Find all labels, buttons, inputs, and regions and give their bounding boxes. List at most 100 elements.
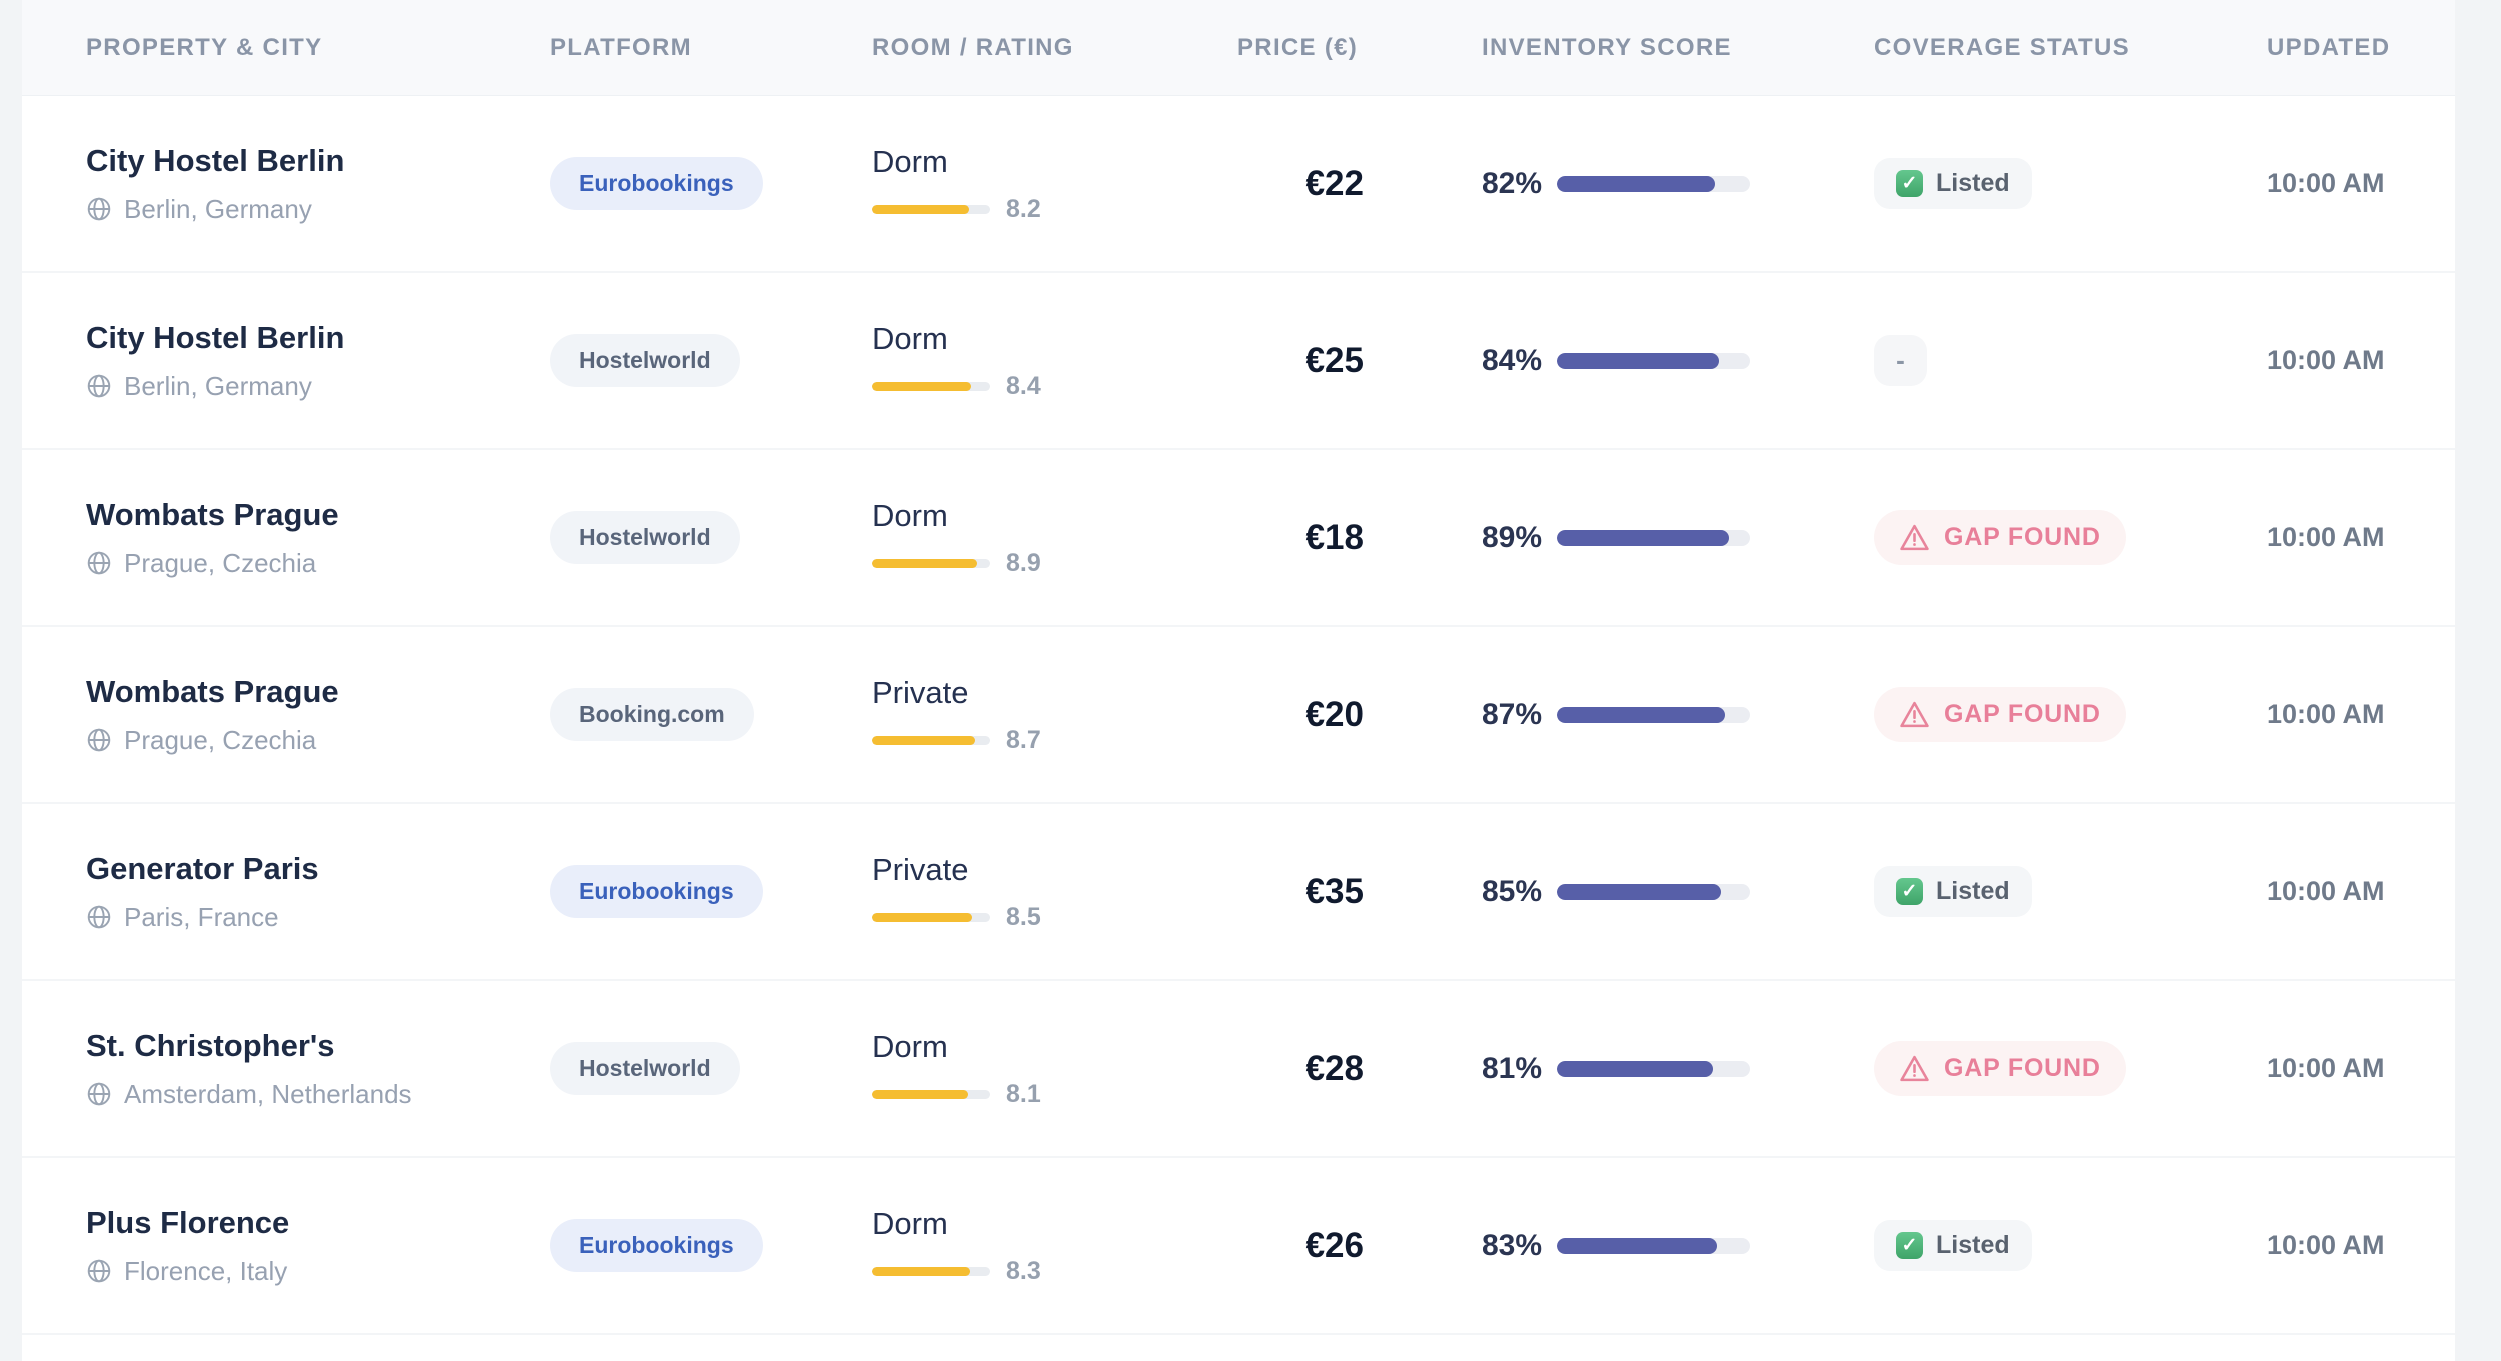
- status-label: GAP FOUND: [1944, 700, 2101, 728]
- inventory-bar-fill: [1557, 352, 1720, 369]
- rating-value: 8.4: [1006, 371, 1041, 400]
- property-cell: Wombats Prague Prague, Czechia: [86, 674, 550, 756]
- status-badge-gap-found: GAP FOUND: [1874, 1041, 2126, 1096]
- coverage-status-cell: -: [1874, 335, 2267, 386]
- inventory-bar: [1557, 1237, 1750, 1254]
- col-header-room-rating: ROOM / RATING: [872, 33, 1074, 61]
- property-location: Florence, Italy: [86, 1256, 550, 1287]
- col-header-property-city: PROPERTY & CITY: [86, 33, 323, 61]
- room-type: Dorm: [872, 497, 948, 533]
- inventory-score-cell: 81%: [1482, 1052, 1874, 1086]
- status-badge-gap-found: GAP FOUND: [1874, 510, 2126, 565]
- platform-badge: Booking.com: [550, 688, 754, 741]
- rating-line: 8.3: [872, 1257, 1237, 1286]
- price-value: €25: [1305, 340, 1364, 380]
- room-type: Private: [872, 674, 969, 710]
- platform-badge: Eurobookings: [550, 1219, 763, 1272]
- updated-time: 10:00 AM: [2267, 699, 2385, 729]
- inventory-score-cell: 84%: [1482, 344, 1874, 378]
- warning-icon: [1900, 524, 1929, 551]
- updated-time: 10:00 AM: [2267, 345, 2385, 375]
- status-badge-none: -: [1874, 335, 1927, 386]
- table-body: City Hostel Berlin Berlin, Germany Eurob…: [22, 96, 2455, 1335]
- price-value: €22: [1305, 163, 1364, 203]
- status-label: Listed: [1936, 877, 2010, 905]
- status-label: Listed: [1936, 1231, 2010, 1259]
- property-name: City Hostel Berlin: [86, 142, 345, 178]
- inventory-percent: 81%: [1482, 1051, 1543, 1085]
- rating-line: 8.1: [872, 1080, 1237, 1109]
- platform-cell: Hostelworld: [550, 1042, 872, 1095]
- rating-line: 8.5: [872, 903, 1237, 932]
- room-type: Dorm: [872, 320, 948, 356]
- rating-bar: [872, 912, 990, 922]
- inventory-percent: 89%: [1482, 520, 1543, 554]
- coverage-status-cell: ✓ Listed: [1874, 866, 2267, 917]
- inventory-bar: [1557, 883, 1750, 900]
- table-row[interactable]: City Hostel Berlin Berlin, Germany Eurob…: [22, 96, 2455, 273]
- coverage-status-cell: GAP FOUND: [1874, 687, 2267, 742]
- table-row[interactable]: Generator Paris Paris, France Eurobookin…: [22, 804, 2455, 981]
- globe-icon: [86, 196, 112, 222]
- updated-time: 10:00 AM: [2267, 1053, 2385, 1083]
- inventory-percent: 87%: [1482, 697, 1543, 731]
- platform-cell: Eurobookings: [550, 865, 872, 918]
- inventory-bar-fill: [1557, 529, 1729, 546]
- price-value: €26: [1305, 1225, 1364, 1265]
- rating-bar-fill: [872, 381, 972, 391]
- platform-cell: Booking.com: [550, 688, 872, 741]
- check-icon: ✓: [1896, 1232, 1923, 1259]
- inventory-percent: 82%: [1482, 166, 1543, 200]
- rating-bar-fill: [872, 204, 969, 214]
- city-label: Berlin, Germany: [124, 193, 312, 224]
- property-name: St. Christopher's: [86, 1027, 335, 1063]
- rating-value: 8.1: [1006, 1079, 1041, 1108]
- room-type: Dorm: [872, 143, 948, 179]
- status-label: Listed: [1936, 169, 2010, 197]
- room-type: Private: [872, 851, 969, 887]
- rating-value: 8.7: [1006, 725, 1041, 754]
- globe-icon: [86, 550, 112, 576]
- room-rating-cell: Dorm 8.3: [872, 1206, 1237, 1286]
- col-header-inventory-score: INVENTORY SCORE: [1482, 33, 1732, 61]
- inventory-percent: 85%: [1482, 874, 1543, 908]
- property-location: Amsterdam, Netherlands: [86, 1079, 550, 1110]
- property-location: Berlin, Germany: [86, 371, 550, 402]
- property-name: Wombats Prague: [86, 673, 339, 709]
- inventory-score-cell: 89%: [1482, 521, 1874, 555]
- inventory-bar-fill: [1557, 883, 1722, 900]
- warning-icon: [1900, 1055, 1929, 1082]
- updated-time: 10:00 AM: [2267, 522, 2385, 552]
- col-header-platform: PLATFORM: [550, 33, 692, 61]
- rating-line: 8.2: [872, 195, 1237, 224]
- table-row[interactable]: Plus Florence Florence, Italy Eurobookin…: [22, 1158, 2455, 1335]
- room-rating-cell: Dorm 8.9: [872, 498, 1237, 578]
- col-header-updated: UPDATED: [2267, 33, 2391, 61]
- globe-icon: [86, 1081, 112, 1107]
- platform-badge: Eurobookings: [550, 157, 763, 210]
- price-value: €18: [1305, 517, 1364, 557]
- inventory-bar: [1557, 1060, 1750, 1077]
- table-row[interactable]: St. Christopher's Amsterdam, Netherlands…: [22, 981, 2455, 1158]
- rating-bar: [872, 558, 990, 568]
- city-label: Prague, Czechia: [124, 724, 317, 755]
- rating-line: 8.9: [872, 549, 1237, 578]
- property-cell: Generator Paris Paris, France: [86, 851, 550, 933]
- rating-line: 8.4: [872, 372, 1237, 401]
- rating-line: 8.7: [872, 726, 1237, 755]
- property-location: Paris, France: [86, 902, 550, 933]
- platform-cell: Hostelworld: [550, 334, 872, 387]
- room-rating-cell: Dorm 8.2: [872, 144, 1237, 224]
- property-name: Generator Paris: [86, 850, 319, 886]
- rating-bar-fill: [872, 735, 975, 745]
- inventory-bar: [1557, 352, 1750, 369]
- table-row[interactable]: City Hostel Berlin Berlin, Germany Hoste…: [22, 273, 2455, 450]
- table-row[interactable]: Wombats Prague Prague, Czechia Booking.c…: [22, 627, 2455, 804]
- inventory-score-cell: 87%: [1482, 698, 1874, 732]
- table-row[interactable]: Wombats Prague Prague, Czechia Hostelwor…: [22, 450, 2455, 627]
- coverage-status-cell: ✓ Listed: [1874, 1220, 2267, 1271]
- globe-icon: [86, 1258, 112, 1284]
- inventory-percent: 83%: [1482, 1228, 1543, 1262]
- inventory-bar: [1557, 175, 1750, 192]
- room-rating-cell: Dorm 8.1: [872, 1029, 1237, 1109]
